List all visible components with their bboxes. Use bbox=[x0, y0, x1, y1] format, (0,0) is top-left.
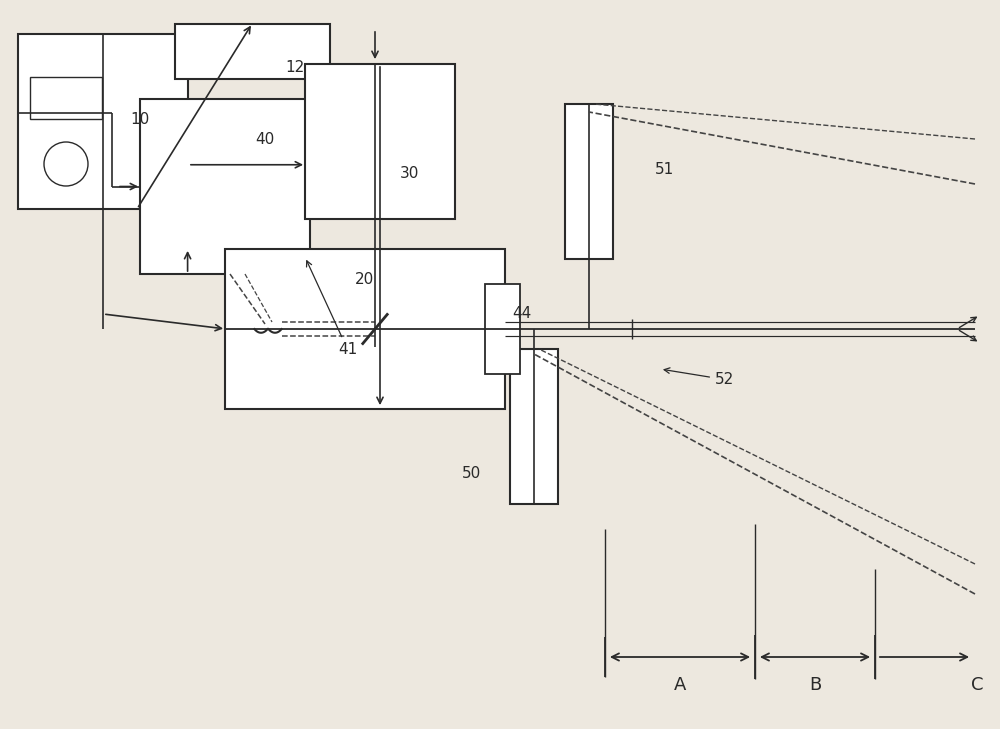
Text: 51: 51 bbox=[655, 162, 674, 176]
Bar bbox=[225, 249, 505, 409]
Bar bbox=[175, 24, 330, 79]
Text: 41: 41 bbox=[307, 261, 357, 357]
Text: 12: 12 bbox=[285, 60, 304, 74]
Bar bbox=[510, 349, 558, 504]
Text: B: B bbox=[809, 676, 821, 694]
Text: 50: 50 bbox=[462, 467, 481, 481]
Text: 30: 30 bbox=[400, 166, 419, 182]
Text: 10: 10 bbox=[130, 112, 149, 127]
Bar bbox=[485, 284, 520, 374]
Bar bbox=[140, 99, 310, 274]
Text: A: A bbox=[674, 676, 686, 694]
Bar bbox=[30, 77, 102, 119]
Text: 20: 20 bbox=[355, 271, 374, 286]
Bar bbox=[565, 104, 613, 259]
Text: C: C bbox=[971, 676, 983, 694]
Bar bbox=[18, 34, 188, 209]
Text: 40: 40 bbox=[255, 131, 274, 147]
Bar bbox=[305, 64, 455, 219]
Text: 52: 52 bbox=[664, 368, 734, 387]
Text: 44: 44 bbox=[512, 306, 531, 321]
